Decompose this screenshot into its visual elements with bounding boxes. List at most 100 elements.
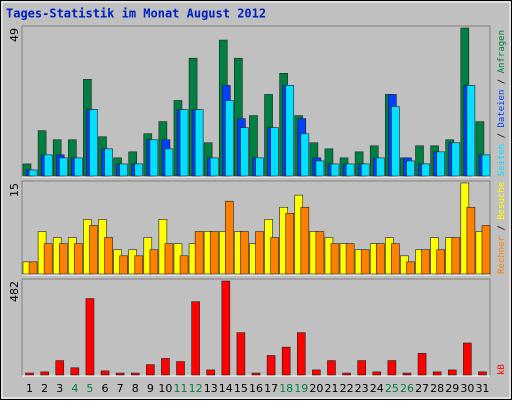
bar [330,243,340,275]
bar [225,100,234,177]
bar [115,372,125,376]
legend-entry: Anfragen [497,30,507,73]
bar [421,163,430,177]
bar [28,261,38,275]
bar [315,231,325,275]
bar [194,231,204,275]
bar [134,255,144,275]
bar [225,200,234,275]
bar [134,163,144,177]
bar [55,360,65,376]
legend: Rechner / Besuche [497,182,507,274]
bar [74,243,83,275]
x-tick-label: 9 [147,382,154,395]
bar [40,371,49,376]
bar [255,231,264,275]
x-tick-label: 5 [86,382,93,395]
bar [74,157,83,177]
bar [330,163,340,177]
bar [119,255,128,275]
bar [194,109,204,177]
legend-separator: / [497,220,507,236]
bar [481,154,491,177]
bar [463,342,472,376]
x-tick-label: 2 [41,382,48,395]
bar [58,157,68,177]
chart-title: Tages-Statistik im Monat August 2012 [6,7,266,21]
bar [402,372,412,376]
bar [161,358,170,376]
bar [281,346,291,376]
bar [240,231,249,275]
bar [478,371,487,376]
bar [251,372,261,376]
bar [376,157,385,177]
x-tick-label: 20 [309,382,323,395]
bar [58,243,68,275]
x-tick-label: 19 [294,382,308,395]
bar [89,225,98,275]
bar [236,332,246,376]
bar [447,369,457,376]
bar [345,163,355,177]
bar [466,85,476,177]
x-tick-label: 6 [102,382,109,395]
bar [104,148,113,177]
bar [451,142,461,177]
bar [28,169,38,177]
bar [300,206,310,275]
x-tick-label: 11 [174,382,188,395]
y-tick-label: 49 [8,28,21,42]
x-tick-label: 30 [460,382,474,395]
bar [436,151,446,177]
bar [342,372,351,376]
bar [206,369,216,376]
bar [43,154,53,177]
bar [345,243,355,275]
bar [387,360,397,376]
bar [436,249,446,275]
bar [85,298,95,376]
legend-entry: Rechner [497,235,507,274]
bar [146,364,155,376]
bar [255,157,264,177]
bar [164,148,174,177]
x-tick-label: 24 [370,382,384,395]
bar [296,332,306,376]
x-tick-label: 15 [234,382,248,395]
bar [164,243,174,275]
bar [360,163,370,177]
x-tick-label: 3 [56,382,63,395]
x-tick-label: 31 [475,382,489,395]
bar [285,85,295,177]
x-tick-label: 21 [324,382,338,395]
bar [421,249,430,275]
x-tick-label: 12 [189,382,203,395]
bar [372,371,382,376]
legend: kB [497,364,507,375]
bar [357,360,366,376]
x-tick-label: 4 [71,382,78,395]
bar [285,213,295,275]
x-tick-label: 14 [219,382,233,395]
bar [391,243,400,275]
bar [376,243,385,275]
bar [391,106,400,177]
bar [481,225,491,275]
bar [43,243,53,275]
x-tick-label: 16 [249,382,263,395]
x-tick-label: 1 [26,382,33,395]
bar [466,206,476,275]
bar [209,157,219,177]
x-tick-label: 22 [340,382,354,395]
bar [266,355,276,376]
bar [240,127,249,177]
bar [104,237,113,275]
bar [221,280,231,376]
x-tick-label: 13 [204,382,218,395]
bar [89,109,98,177]
x-tick-label: 28 [430,382,444,395]
